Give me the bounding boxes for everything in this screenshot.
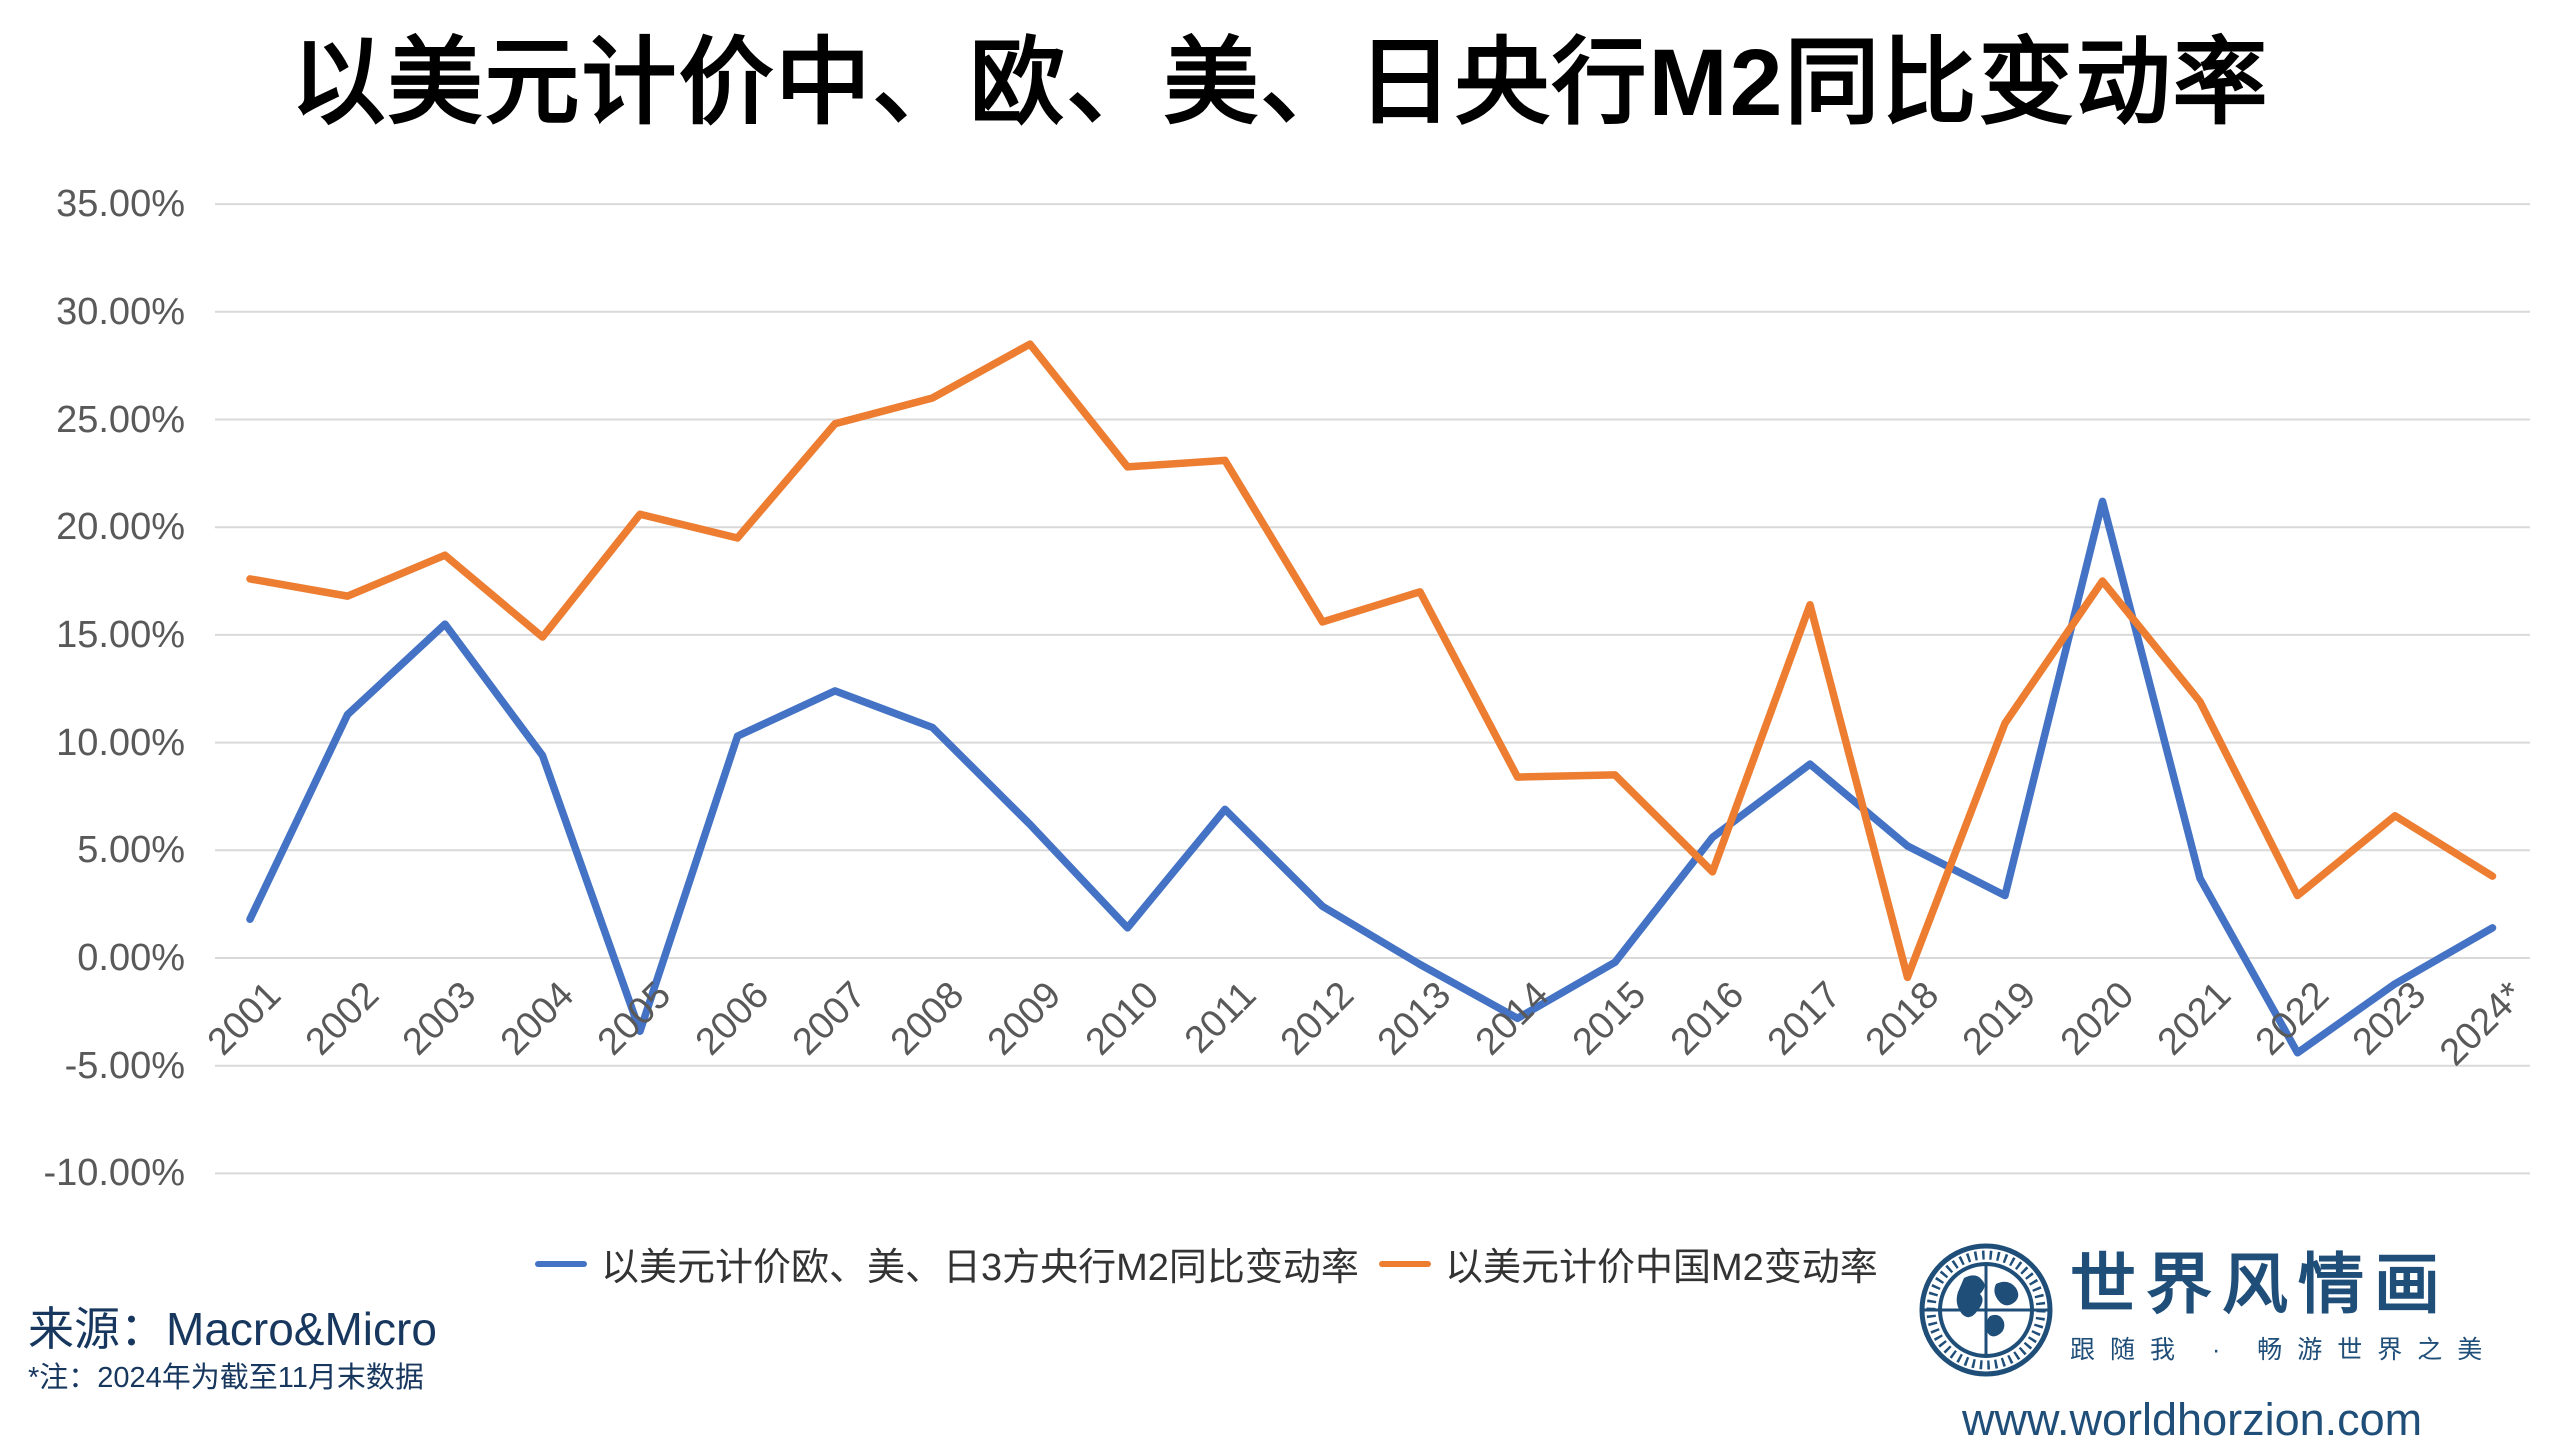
source-text: 来源：Macro&Micro: [28, 1303, 437, 1355]
y-tick-label: 30.00%: [56, 290, 185, 333]
legend-label: 以美元计价中国M2变动率: [1444, 1247, 1878, 1289]
brand-block: 世界风情画 跟随我 · 畅游世界之美 www.worldhorzion.com: [1916, 1240, 2482, 1440]
brand-tagline: 跟随我 · 畅游世界之美: [2070, 1336, 2498, 1364]
brand-website[interactable]: www.worldhorzion.com: [1962, 1394, 2423, 1440]
source-block: 来源：Macro&Micro *注：2024年为截至11月末数据: [28, 1300, 437, 1398]
globe-compass-icon: [1919, 1243, 2053, 1377]
legend-item-west-m2[interactable]: 以美元计价欧、美、日3方央行M2同比变动率: [535, 1236, 1359, 1291]
y-tick-label: 20.00%: [56, 506, 185, 549]
brand-name: 世界风情画: [2070, 1247, 2450, 1321]
legend-line-swatch-orange: [1378, 1260, 1431, 1267]
legend-line-swatch-blue: [535, 1260, 587, 1267]
y-tick-label: 5.00%: [77, 829, 185, 872]
chart-title: 以美元计价中、欧、美、日央行M2同比变动率: [290, 30, 2270, 136]
y-tick-label: 10.00%: [56, 721, 185, 764]
chart-line-china-m2: [246, 340, 2497, 982]
y-tick-label: 0.00%: [77, 937, 185, 979]
chart-line-west-m2: [246, 497, 2497, 1057]
y-tick-label: 25.00%: [56, 398, 185, 441]
y-tick-label: -5.00%: [64, 1044, 185, 1087]
y-tick-label: 15.00%: [56, 613, 185, 656]
chart-legend: 以美元计价欧、美、日3方央行M2同比变动率 以美元计价中国M2变动率: [535, 1236, 1878, 1291]
y-tick-label: 35.00%: [56, 183, 185, 226]
legend-label: 以美元计价欧、美、日3方央行M2同比变动率: [601, 1247, 1359, 1289]
y-tick-label: -10.00%: [43, 1152, 185, 1195]
legend-item-china-m2[interactable]: 以美元计价中国M2变动率: [1378, 1236, 1878, 1291]
source-footnote: *注：2024年为截至11月末数据: [28, 1362, 424, 1394]
